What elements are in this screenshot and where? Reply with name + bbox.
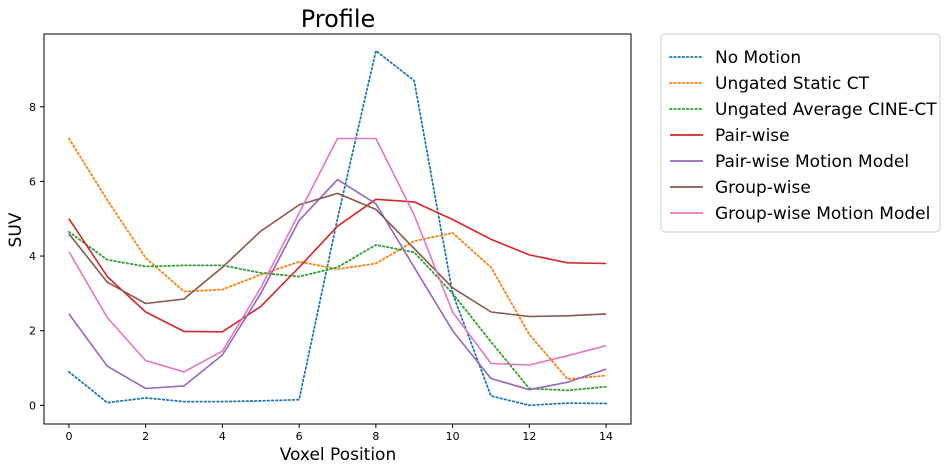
x-tick-label: 12 xyxy=(522,430,536,443)
y-axis-label: SUV xyxy=(6,212,26,247)
legend-label-ungated-static-ct: Ungated Static CT xyxy=(715,74,870,94)
x-tick-label: 10 xyxy=(446,430,460,443)
x-tick-label: 0 xyxy=(65,430,72,443)
legend-label-group-wise-motion-model: Group-wise Motion Model xyxy=(715,204,930,224)
legend-label-pair-wise: Pair-wise xyxy=(715,126,790,146)
y-axis: 0 2 4 6 8 xyxy=(29,101,44,412)
x-tick-label: 6 xyxy=(296,430,303,443)
x-axis-label: Voxel Position xyxy=(280,445,397,465)
legend-label-no-motion: No Motion xyxy=(715,48,801,68)
series-line-pair-wise xyxy=(68,198,607,333)
series-line-ungated-static-ct xyxy=(68,137,607,381)
series-line-group-wise xyxy=(68,192,607,318)
x-axis: 0 2 4 6 8 10 12 14 xyxy=(65,424,613,443)
legend-box xyxy=(660,33,941,233)
x-tick-label: 4 xyxy=(219,430,226,443)
y-tick-label: 2 xyxy=(29,325,36,338)
y-tick-label: 8 xyxy=(29,101,36,114)
y-tick-label: 6 xyxy=(29,175,36,188)
series-line-no-motion xyxy=(68,49,607,407)
plot-frame xyxy=(43,33,632,425)
x-tick-label: 2 xyxy=(142,430,149,443)
x-tick-label: 14 xyxy=(599,430,613,443)
legend-label-ungated-average-cine-ct: Ungated Average CINE-CT xyxy=(715,100,937,120)
legend-label-pair-wise-motion-model: Pair-wise Motion Model xyxy=(715,152,909,172)
series-line-pair-wise-motion-model xyxy=(68,178,607,391)
x-tick-label: 8 xyxy=(372,430,379,443)
chart-title: Profile xyxy=(301,5,376,33)
plot-area xyxy=(68,49,607,407)
y-tick-label: 0 xyxy=(29,399,36,412)
legend: No Motion Ungated Static CT Ungated Averag… xyxy=(660,33,941,233)
series-line-ungated-average-cine-ct xyxy=(68,230,607,392)
legend-label-group-wise: Group-wise xyxy=(715,178,811,198)
series-line-group-wise-motion-model xyxy=(68,137,607,373)
y-tick-label: 4 xyxy=(29,250,36,263)
